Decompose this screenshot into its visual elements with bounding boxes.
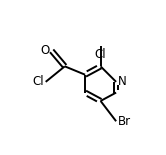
Text: Cl: Cl <box>95 48 106 61</box>
Text: N: N <box>118 75 127 88</box>
Text: Cl: Cl <box>32 75 43 88</box>
Text: O: O <box>40 44 49 57</box>
Text: Br: Br <box>118 115 131 128</box>
